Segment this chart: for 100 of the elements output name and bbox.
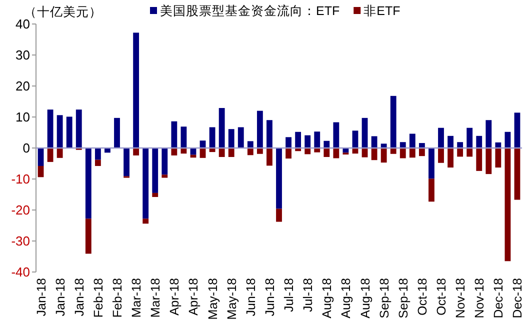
bar xyxy=(438,148,444,163)
bar xyxy=(142,148,149,219)
y-tick-label: 10 xyxy=(16,110,30,124)
x-tick-label: Oct-18 xyxy=(434,278,448,316)
x-tick-label: Nov-18 xyxy=(454,278,468,318)
bar xyxy=(466,128,473,148)
bar xyxy=(266,148,272,166)
x-tick-label: Jun-18 xyxy=(244,278,258,316)
x-tick-label: Apr-18 xyxy=(168,278,182,316)
x-tick-label: Aug-18 xyxy=(358,278,372,318)
x-tick-label: Aug-18 xyxy=(320,278,334,318)
x-tick-label: Mar-18 xyxy=(148,278,163,318)
x-tick-label: May-18 xyxy=(224,278,239,320)
bar xyxy=(124,148,130,176)
bar xyxy=(486,120,492,148)
bar xyxy=(76,110,82,148)
bar xyxy=(352,130,358,148)
bar xyxy=(418,148,425,156)
x-tick-label: Feb-18 xyxy=(110,278,124,318)
bar xyxy=(162,174,168,178)
bar xyxy=(171,148,178,156)
bar xyxy=(238,127,244,148)
bar xyxy=(476,136,482,148)
bar xyxy=(180,126,187,148)
y-tick-label: -10 xyxy=(11,172,30,186)
bar xyxy=(390,148,396,154)
x-tick-label: Sep-18 xyxy=(396,278,410,318)
bar xyxy=(162,148,168,175)
bar xyxy=(66,116,72,148)
bar xyxy=(495,142,502,148)
y-tick-label: -30 xyxy=(11,234,30,248)
bar xyxy=(448,136,454,148)
bar xyxy=(380,148,387,163)
bar xyxy=(247,148,254,156)
y-axis-title: （十亿美元） xyxy=(24,4,102,19)
x-tick-label: Dec-18 xyxy=(510,278,525,318)
bar xyxy=(448,148,454,168)
legend-label: 美国股票型基金资金流向：ETF xyxy=(160,3,340,18)
bar xyxy=(486,148,492,174)
bar xyxy=(142,218,149,224)
bar xyxy=(56,115,63,148)
bar xyxy=(400,148,406,158)
x-tick-label: Mar-18 xyxy=(130,278,144,318)
y-tick-label: 40 xyxy=(16,16,30,32)
x-tick-label: Jul-18 xyxy=(301,278,316,312)
bar xyxy=(94,160,101,166)
bar xyxy=(228,148,234,157)
bar xyxy=(333,122,340,148)
bar xyxy=(152,148,158,193)
bar xyxy=(314,132,320,148)
bar xyxy=(476,148,482,171)
bar xyxy=(38,148,44,166)
bar xyxy=(38,166,44,178)
bar xyxy=(514,112,520,148)
bar xyxy=(457,142,464,148)
x-tick-label: Oct-18 xyxy=(415,278,430,316)
bar xyxy=(514,148,520,200)
bar xyxy=(47,110,54,148)
bar xyxy=(256,110,263,148)
y-tick-label: -40 xyxy=(11,264,30,280)
bar xyxy=(218,148,225,157)
bar xyxy=(218,108,225,148)
bar xyxy=(504,132,511,148)
bar xyxy=(333,148,340,158)
bar xyxy=(362,148,368,158)
x-tick-label: Dec-18 xyxy=(492,278,506,318)
bar xyxy=(304,135,311,148)
x-tick-label: Jun-18 xyxy=(262,278,277,316)
bar xyxy=(466,148,473,157)
x-tick-label: Feb-18 xyxy=(91,278,106,318)
x-tick-label: Sep-18 xyxy=(377,278,392,318)
bar xyxy=(324,148,330,157)
bar xyxy=(400,142,406,148)
bar xyxy=(256,148,263,154)
bar xyxy=(438,128,444,148)
bar xyxy=(266,120,272,148)
bar xyxy=(56,148,63,158)
bar xyxy=(286,137,292,148)
x-tick-label: Aug-18 xyxy=(339,278,354,318)
bar xyxy=(324,140,330,148)
legend-label: 非ETF xyxy=(364,4,401,18)
bar xyxy=(133,32,140,148)
bar xyxy=(362,118,368,148)
bar xyxy=(85,148,92,219)
bar xyxy=(171,121,178,148)
x-tick-label: May-18 xyxy=(206,278,220,320)
bar xyxy=(276,148,282,209)
bar xyxy=(409,148,416,158)
bar xyxy=(495,148,502,168)
bar xyxy=(228,129,234,148)
bar xyxy=(295,132,302,148)
bar xyxy=(152,192,158,197)
x-tick-label: Apr-18 xyxy=(186,278,201,316)
bar xyxy=(304,148,311,154)
bar xyxy=(209,127,216,148)
x-tick-label: Jul-18 xyxy=(282,278,296,312)
bar xyxy=(247,141,254,148)
bar xyxy=(133,148,140,156)
bar xyxy=(85,218,92,254)
bar xyxy=(286,148,292,159)
